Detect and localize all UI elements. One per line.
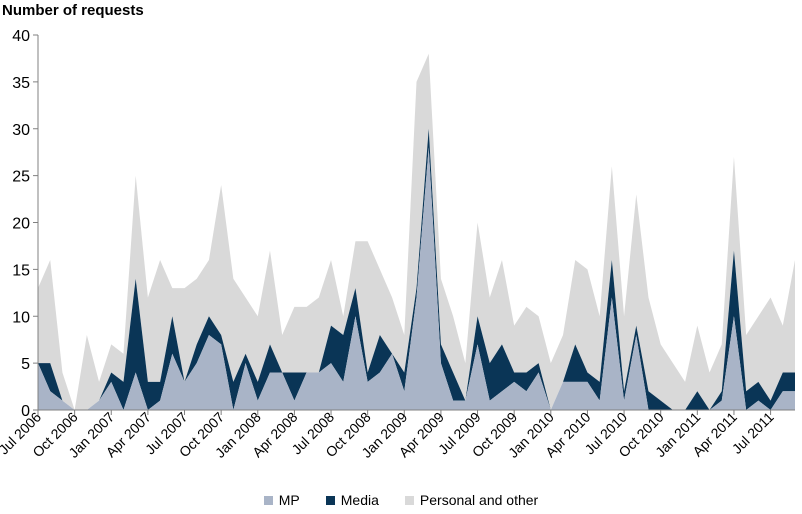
legend-swatch-mp: [263, 495, 273, 505]
legend-swatch-media: [325, 495, 335, 505]
legend-item-mp: MP: [263, 492, 300, 508]
y-tick-label: 40: [12, 28, 30, 45]
area-mp: [38, 147, 795, 410]
y-tick-label: 10: [12, 309, 30, 326]
legend-swatch-personal-and-other: [404, 495, 414, 505]
y-tick-label: 30: [12, 122, 30, 139]
legend-label-personal-and-other: Personal and other: [419, 492, 539, 508]
area-personal-and-other: [38, 53, 795, 410]
y-tick-label: 20: [12, 216, 30, 233]
legend-label-mp: MP: [278, 492, 300, 508]
chart-title: Number of requests: [2, 2, 144, 19]
y-tick-label: 25: [12, 169, 30, 186]
legend-item-personal-and-other: Personal and other: [404, 492, 539, 508]
area-media: [38, 128, 795, 410]
y-tick-label: 15: [12, 262, 30, 279]
legend-item-media: Media: [325, 492, 379, 508]
legend: MP Media Personal and other: [0, 492, 802, 508]
y-tick-label: 35: [12, 75, 30, 92]
legend-label-media: Media: [340, 492, 379, 508]
x-tick-label: Jul 2011: [729, 409, 777, 457]
y-tick-label: 5: [21, 356, 30, 373]
y-tick-label: 0: [21, 403, 30, 420]
